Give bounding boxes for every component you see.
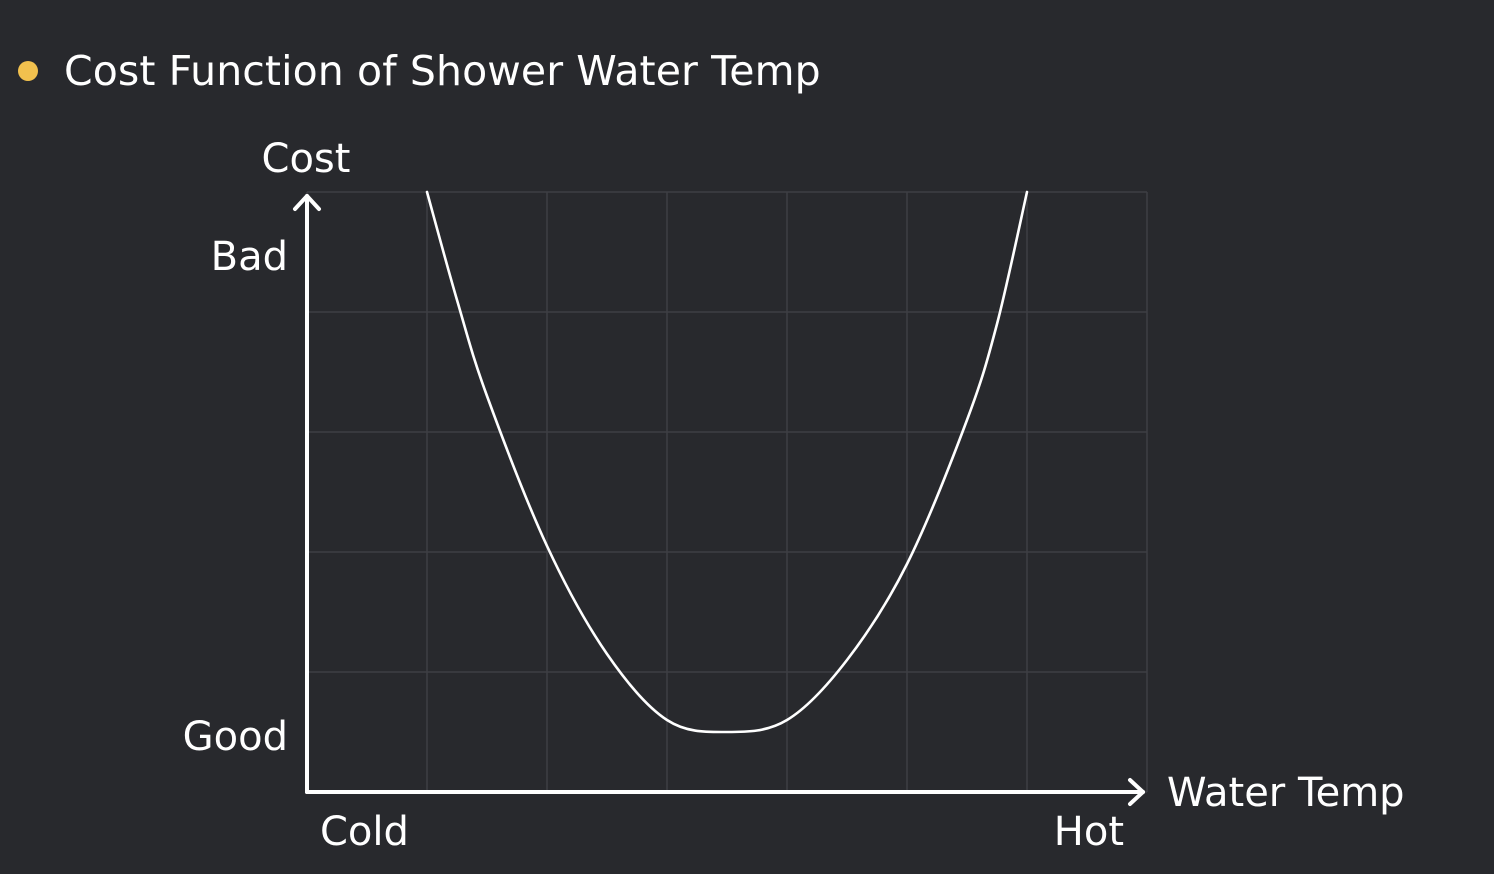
series-points <box>425 190 1029 734</box>
slide-title: Cost Function of Shower Water Temp <box>64 47 821 95</box>
axes <box>293 194 1145 806</box>
grid <box>306 191 1148 793</box>
y-axis-arrow-icon <box>293 194 321 211</box>
y-tick-label-good: Good <box>183 714 288 760</box>
x-axis-label: Water Temp <box>1167 770 1405 816</box>
series-line <box>425 190 1029 734</box>
bullet-row: Cost Function of Shower Water Temp <box>18 40 821 102</box>
x-tick-label-hot: Hot <box>1054 809 1124 855</box>
bullet-dot-icon <box>18 61 38 81</box>
x-tick-label-cold: Cold <box>320 809 409 855</box>
y-axis-label: Cost <box>262 136 351 182</box>
x-axis-arrow-icon <box>1128 778 1145 806</box>
y-tick-label-bad: Bad <box>211 234 288 280</box>
